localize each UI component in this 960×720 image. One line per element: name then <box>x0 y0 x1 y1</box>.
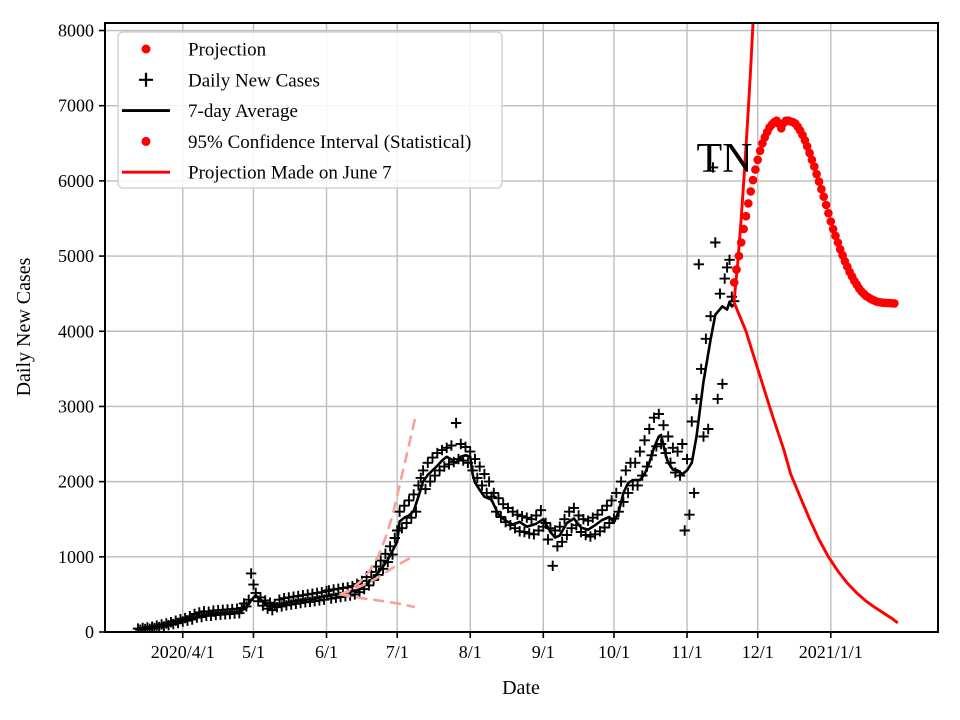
projection-dot <box>824 208 833 218</box>
x-tick-label: 5/1 <box>242 642 265 662</box>
legend-entry: Projection Made on June 7 <box>122 163 392 184</box>
legend-label: Daily New Cases <box>188 70 320 91</box>
legend-dot-marker <box>141 136 151 146</box>
y-tick-label: 2000 <box>58 472 94 492</box>
x-axis-label: Date <box>502 677 540 699</box>
x-tick-label: 9/1 <box>532 642 555 662</box>
legend-box <box>117 31 503 189</box>
7-day-average-line <box>136 300 736 631</box>
x-tick-label: 11/1 <box>671 642 702 662</box>
june-7-projection-lower-line <box>339 593 415 609</box>
legend-label: Projection Made on June 7 <box>188 163 392 184</box>
y-tick-label: 1000 <box>58 547 94 567</box>
legend-entry: 7-day Average <box>122 101 298 122</box>
legend-dot-marker <box>141 44 151 54</box>
june-7-projection-upper-line <box>339 417 417 596</box>
projection-dot <box>828 224 838 234</box>
x-tick-label: 10/1 <box>598 642 630 662</box>
projection-dot <box>755 146 765 156</box>
projection-dot <box>802 142 812 151</box>
projection-dot <box>748 175 758 185</box>
legend-label: 95% Confidence Interval (Statistical) <box>188 132 471 153</box>
projection-dot <box>741 211 751 221</box>
projection-dot <box>826 217 836 226</box>
projection-dot <box>890 299 899 308</box>
projection-dot <box>744 199 753 208</box>
daily-cases-scatter <box>132 162 740 632</box>
y-tick-label: 0 <box>85 622 94 642</box>
projection-dot <box>833 238 843 247</box>
legend-plus-marker <box>139 72 153 87</box>
x-tick-label: 6/1 <box>315 642 338 662</box>
grid-lines <box>105 23 938 632</box>
data-series <box>132 23 899 632</box>
y-tick-label: 7000 <box>58 96 94 116</box>
y-tick-label: 4000 <box>58 321 94 341</box>
projection-dot <box>753 155 762 165</box>
y-tick-label: 3000 <box>58 396 94 416</box>
projection-dot <box>751 165 760 174</box>
projection-dot <box>746 187 755 196</box>
projection-dots <box>729 116 899 308</box>
legend-entry: 95% Confidence Interval (Statistical) <box>141 132 471 153</box>
june-7-projection-central-line <box>339 554 415 596</box>
legend-label: Projection <box>188 40 267 61</box>
y-tick-labels: 0 1000 2000 3000 4000 5000 6000 7000 8000 <box>58 21 94 642</box>
legend-entry: Projection <box>141 40 267 61</box>
x-tick-label: 8/1 <box>459 642 482 662</box>
projection-dot <box>814 177 824 186</box>
legend-entry: Daily New Cases <box>139 70 320 91</box>
projection-dot <box>819 192 828 201</box>
projection-dot <box>812 169 821 179</box>
x-tick-label: 12/1 <box>742 642 774 662</box>
state-annotation: TN <box>696 136 752 182</box>
x-tick-labels: 2020/4/1 5/1 6/1 7/1 8/1 9/1 10/1 11/1 12/1 2021/… <box>151 642 863 662</box>
y-tick-label: 5000 <box>58 246 94 266</box>
y-axis-label: Daily New Cases <box>13 257 35 396</box>
plot-frame <box>104 22 939 633</box>
projection-dot <box>817 184 826 194</box>
x-tick-label: 7/1 <box>386 642 409 662</box>
y-tick-label: 6000 <box>58 171 94 191</box>
projection-dot <box>821 200 831 210</box>
x-tick-label: 2020/4/1 <box>151 642 215 662</box>
projection-dot <box>831 231 840 241</box>
legend: Projection Daily New Cases 7-day Average 95… <box>117 31 503 189</box>
legend-label: 7-day Average <box>188 101 298 122</box>
projection-dot <box>805 148 814 158</box>
95-ci-lower-line <box>732 301 899 624</box>
x-tick-label: 2021/1/1 <box>799 642 863 662</box>
projection-dot <box>810 162 819 171</box>
axis-ticks <box>99 29 832 638</box>
95-ci-upper-line <box>732 23 755 302</box>
y-tick-label: 8000 <box>58 21 94 41</box>
projection-dot <box>807 155 817 165</box>
